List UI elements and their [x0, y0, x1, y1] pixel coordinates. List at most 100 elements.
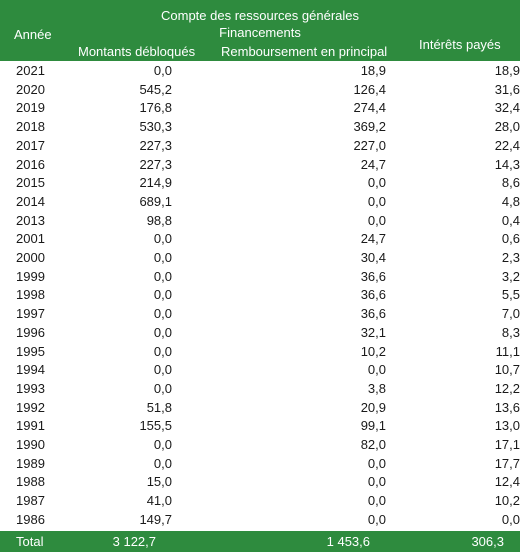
interest-cell: 0,6: [501, 231, 520, 247]
disbursed-cell: 545,2: [139, 81, 172, 97]
year-cell: 1992: [16, 399, 45, 415]
table-row: 1992 51,8 20,9 13,6: [0, 399, 520, 418]
year-cell: 1996: [16, 324, 45, 340]
table-row: 1993 0,0 3,8 12,2: [0, 380, 520, 399]
year-cell: 2017: [16, 137, 45, 153]
disbursed-cell: 0,0: [153, 306, 172, 322]
repayment-cell: 36,6: [360, 306, 386, 322]
repayment-column-header: Remboursement en principal: [221, 44, 388, 59]
repayment-cell: 10,2: [360, 343, 386, 359]
disbursed-cell: 530,3: [139, 119, 172, 135]
disbursed-column-header: Montants débloqués: [78, 44, 196, 59]
table-row: 1997 0,0 36,6 7,0: [0, 305, 520, 324]
disbursed-cell: 149,7: [139, 511, 172, 527]
table-row: 2015 214,9 0,0 8,6: [0, 174, 520, 193]
year-cell: 2013: [16, 212, 45, 228]
interest-cell: 14,3: [494, 156, 520, 172]
repayment-cell: 30,4: [360, 250, 386, 266]
repayment-cell: 20,9: [360, 399, 386, 415]
repayment-cell: 18,9: [360, 63, 386, 78]
repayment-cell: 274,4: [353, 100, 386, 116]
interest-cell: 13,0: [494, 418, 520, 434]
table-body: 2021 0,0 18,9 18,9 2020 545,2 126,4 31,6 2019 176…: [0, 62, 520, 530]
table-row: 2013 98,8 0,0 0,4: [0, 212, 520, 231]
disbursed-cell: 0,0: [153, 231, 172, 247]
repayment-cell: 0,0: [367, 511, 386, 527]
interest-cell: 22,4: [494, 137, 520, 153]
interest-cell: 5,5: [501, 287, 520, 303]
disbursed-cell: 41,0: [146, 493, 172, 509]
year-cell: 2016: [16, 156, 45, 172]
total-repayment: 1 453,6: [326, 534, 370, 549]
interest-cell: 17,7: [494, 455, 520, 471]
interest-cell: 2,3: [501, 250, 520, 266]
disbursed-cell: 0,0: [153, 380, 172, 396]
disbursed-cell: 0,0: [153, 287, 172, 303]
interest-cell: 4,8: [501, 193, 520, 209]
table-row: 1998 0,0 36,6 5,5: [0, 286, 520, 305]
disbursed-cell: 15,0: [146, 474, 172, 490]
year-cell: 2015: [16, 175, 45, 191]
table-row: 2014 689,1 0,0 4,8: [0, 193, 520, 212]
repayment-cell: 36,6: [360, 287, 386, 303]
table-row: 2018 530,3 369,2 28,0: [0, 118, 520, 137]
year-cell: 2019: [16, 100, 45, 116]
repayment-cell: 0,0: [367, 362, 386, 378]
financing-header: Financements: [219, 25, 301, 40]
table-row: 1996 0,0 32,1 8,3: [0, 324, 520, 343]
year-cell: 1987: [16, 493, 45, 509]
group-title: Compte des ressources générales: [161, 8, 359, 23]
total-label: Total: [16, 534, 44, 549]
repayment-cell: 0,0: [367, 455, 386, 471]
repayment-cell: 126,4: [353, 81, 386, 97]
interest-cell: 3,2: [501, 268, 520, 284]
table-row: 1987 41,0 0,0 10,2: [0, 492, 520, 511]
disbursed-cell: 0,0: [153, 268, 172, 284]
year-cell: 1995: [16, 343, 45, 359]
repayment-cell: 227,0: [353, 137, 386, 153]
repayment-cell: 3,8: [367, 380, 386, 396]
interest-cell: 18,9: [494, 63, 520, 78]
table-row: 2001 0,0 24,7 0,6: [0, 230, 520, 249]
year-cell: 2014: [16, 193, 45, 209]
year-cell: 2018: [16, 119, 45, 135]
total-disbursed: 3 122,7: [112, 534, 156, 549]
table-row: 2021 0,0 18,9 18,9: [0, 62, 520, 81]
year-cell: 2000: [16, 250, 45, 266]
disbursed-cell: 98,8: [146, 212, 172, 228]
repayment-cell: 0,0: [367, 474, 386, 490]
repayment-cell: 0,0: [367, 493, 386, 509]
table-row: 2017 227,3 227,0 22,4: [0, 137, 520, 156]
interest-cell: 8,6: [501, 175, 520, 191]
disbursed-cell: 0,0: [153, 250, 172, 266]
disbursed-cell: 227,3: [139, 156, 172, 172]
repayment-cell: 0,0: [367, 193, 386, 209]
repayment-cell: 0,0: [367, 212, 386, 228]
year-cell: 1989: [16, 455, 45, 471]
year-cell: 1988: [16, 474, 45, 490]
year-cell: 2021: [16, 63, 45, 78]
repayment-cell: 0,0: [367, 175, 386, 191]
year-cell: 1986: [16, 511, 45, 527]
table-row: 1990 0,0 82,0 17,1: [0, 436, 520, 455]
table-row: 2019 176,8 274,4 32,4: [0, 99, 520, 118]
table-row: 1989 0,0 0,0 17,7: [0, 455, 520, 474]
interest-cell: 12,4: [494, 474, 520, 490]
interest-cell: 28,0: [494, 119, 520, 135]
disbursed-cell: 214,9: [139, 175, 172, 191]
year-cell: 1994: [16, 362, 45, 378]
disbursed-cell: 0,0: [153, 362, 172, 378]
year-cell: 1998: [16, 287, 45, 303]
disbursed-cell: 0,0: [153, 324, 172, 340]
table-row: 1994 0,0 0,0 10,7: [0, 361, 520, 380]
total-row: Total 3 122,7 1 453,6 306,3: [0, 531, 520, 552]
interest-cell: 0,0: [501, 511, 520, 527]
interest-cell: 11,1: [495, 343, 520, 359]
year-cell: 1999: [16, 268, 45, 284]
table-row: 2000 0,0 30,4 2,3: [0, 249, 520, 268]
year-cell: 2020: [16, 81, 45, 97]
table-row: 2020 545,2 126,4 31,6: [0, 81, 520, 100]
interest-cell: 31,6: [494, 81, 520, 97]
repayment-cell: 36,6: [360, 268, 386, 284]
